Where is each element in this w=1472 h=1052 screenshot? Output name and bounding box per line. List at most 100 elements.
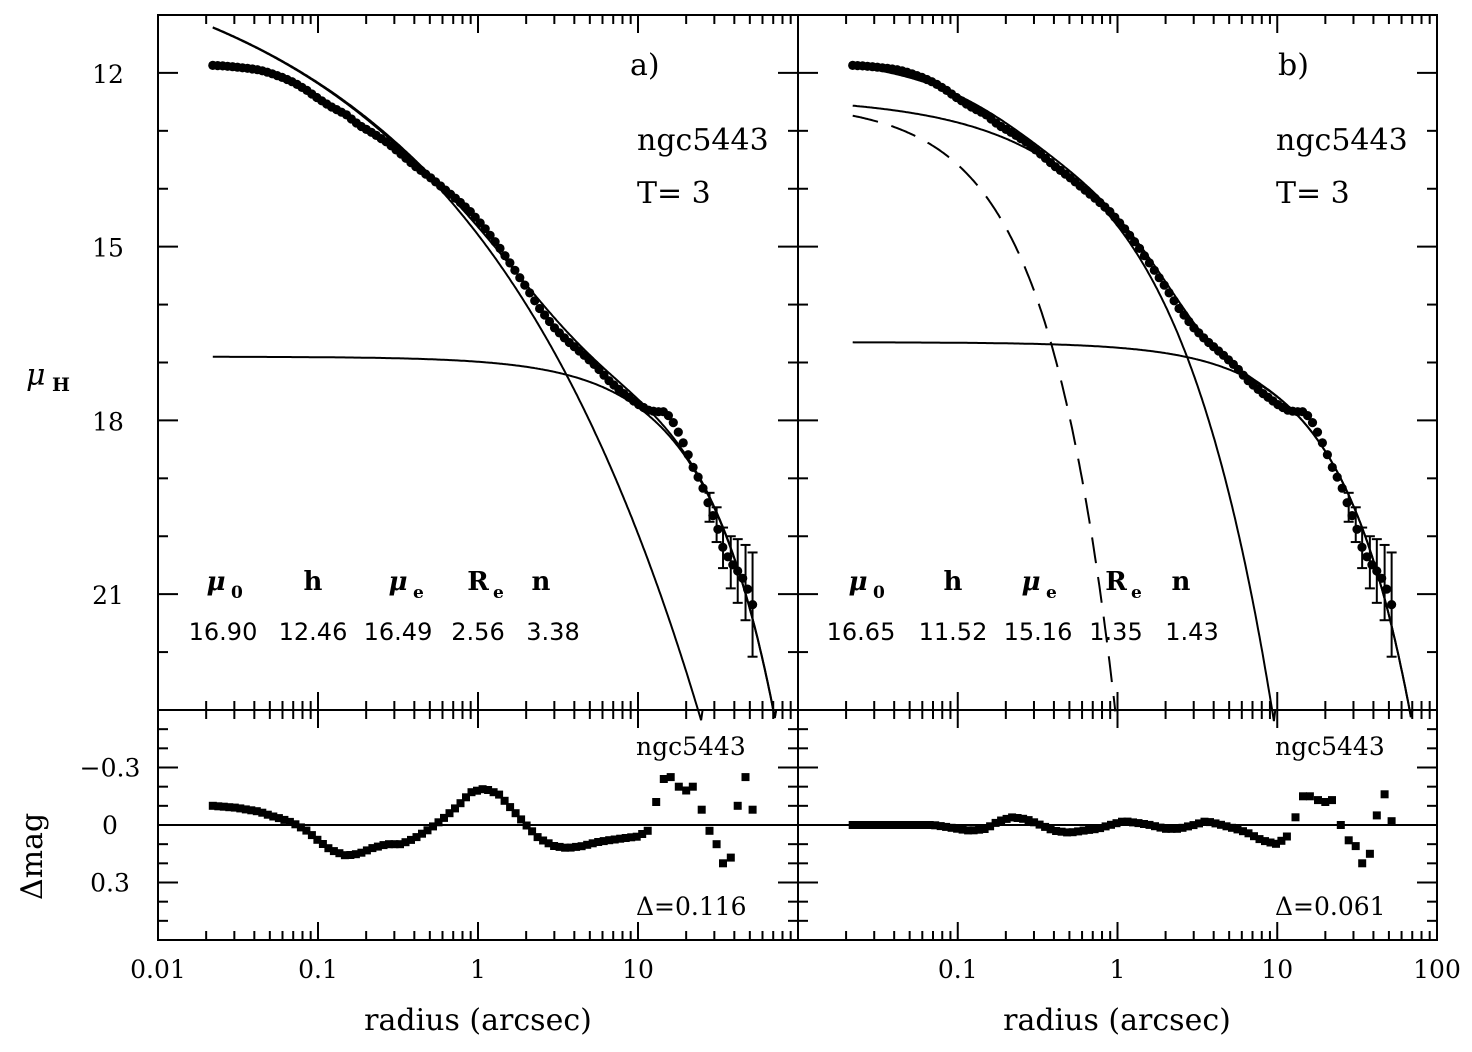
residual-point: [920, 821, 929, 829]
residual-point: [462, 793, 470, 802]
data-point: [733, 566, 743, 576]
residual-point: [583, 840, 592, 849]
y-tick-label: 0.3: [90, 869, 130, 898]
residual-point: [1244, 829, 1253, 838]
data-point: [693, 472, 703, 482]
data-point: [480, 224, 490, 234]
data-point: [1125, 230, 1135, 240]
residual-point: [500, 796, 509, 805]
residual-point: [991, 818, 1000, 827]
panel-b-tag: b): [1278, 48, 1309, 83]
residual-point: [1140, 820, 1148, 828]
residual-point: [1129, 818, 1137, 827]
y-tick-label: 0: [102, 811, 118, 840]
residual-point: [748, 805, 757, 814]
residual-point: [379, 841, 388, 850]
residual-point: [456, 799, 465, 808]
residual-point: [1096, 824, 1105, 833]
data-point: [663, 411, 674, 421]
residual-point: [1351, 842, 1360, 851]
panel-a-residual-points: [208, 773, 757, 868]
residual-point: [898, 821, 907, 829]
residual-point: [705, 826, 714, 835]
panel-b-delta-label: Δ=0.061: [1275, 892, 1386, 921]
panel-b-profile-frame: [797, 14, 1438, 711]
residual-point: [719, 859, 727, 868]
residual-point: [1173, 824, 1181, 833]
residual-point: [1272, 839, 1280, 848]
param-value: 11.52: [919, 618, 988, 646]
param-header-subscript: e: [1131, 583, 1142, 603]
residual-point: [1305, 792, 1314, 801]
nuclear-model-curve: [852, 114, 1117, 712]
param-header: n: [532, 567, 551, 597]
residual-point: [318, 840, 327, 848]
residual-point: [506, 803, 515, 812]
data-point: [1347, 510, 1357, 521]
disk-model-curve: [212, 355, 778, 719]
residual-point: [214, 802, 223, 811]
residual-point: [1162, 824, 1170, 833]
data-point: [1337, 483, 1347, 493]
panel-a-delta-label: Δ=0.116: [636, 892, 747, 921]
y-tick-label: 15: [92, 234, 124, 263]
param-header: n: [1172, 567, 1191, 597]
residual-point: [1266, 838, 1275, 847]
data-point: [698, 483, 708, 493]
residual-point: [1057, 827, 1066, 836]
residual-point: [1233, 825, 1242, 834]
param-value: 2.56: [451, 618, 504, 646]
residual-point: [652, 798, 661, 806]
residual-point: [1074, 827, 1083, 836]
residual-point: [1277, 836, 1286, 845]
residual-point: [1167, 824, 1176, 833]
x-tick-label: 0.01: [130, 955, 186, 984]
residual-point: [478, 785, 487, 794]
residual-point: [572, 842, 581, 851]
residual-point: [931, 821, 940, 830]
panel-b-residual-galaxy-name: ngc5443: [1275, 732, 1385, 761]
residual-point: [643, 826, 652, 835]
residual-point: [1250, 832, 1258, 841]
data-point: [1317, 438, 1327, 448]
residual-point: [712, 840, 721, 849]
data-point: [495, 243, 505, 253]
residual-point: [280, 815, 289, 824]
data-point: [703, 498, 713, 508]
residual-point: [412, 833, 421, 842]
residual-point: [980, 825, 989, 833]
residual-point: [1024, 816, 1033, 825]
residual-point: [942, 822, 951, 831]
residual-point: [401, 838, 410, 847]
residual-point: [1046, 825, 1055, 834]
panel-b-x-axis-title: radius (arcsec): [1003, 1003, 1231, 1038]
residual-point: [385, 840, 393, 849]
residual-point: [1314, 796, 1322, 805]
data-point: [1179, 310, 1189, 320]
residual-point: [396, 840, 404, 849]
residual-point: [1118, 817, 1126, 826]
residual-point: [1035, 820, 1044, 829]
panel-a-residual-plot: 0.01 0.1 1 10 −0.3 0 0.3 ngc5443 Δ=0.116 Δmag: [15, 709, 799, 984]
residual-point: [362, 846, 371, 855]
residual-point: [1336, 821, 1345, 829]
panel-a-data-points: [208, 60, 758, 658]
y-axis-title-sub: H: [52, 374, 70, 396]
data-point: [1342, 498, 1352, 508]
panel-b-profile-ticks: [797, 14, 1437, 711]
residual-point: [219, 802, 228, 811]
param-header: h: [304, 567, 323, 597]
residual-point: [495, 790, 504, 799]
data-point: [743, 584, 753, 594]
residual-point: [947, 823, 956, 832]
residual-point: [1189, 821, 1198, 830]
residual-point: [390, 840, 399, 849]
residual-point: [1328, 796, 1336, 805]
data-point: [485, 230, 495, 240]
residual-point: [1365, 849, 1374, 858]
residual-point: [247, 806, 256, 815]
residual-point: [1195, 819, 1203, 828]
data-point: [535, 303, 545, 314]
